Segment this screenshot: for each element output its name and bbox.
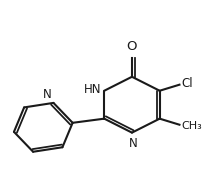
Text: N: N	[129, 137, 137, 151]
Text: Cl: Cl	[181, 77, 193, 90]
Text: N: N	[43, 88, 51, 101]
Text: CH₃: CH₃	[181, 121, 202, 131]
Text: HN: HN	[84, 83, 102, 96]
Text: O: O	[127, 40, 137, 53]
